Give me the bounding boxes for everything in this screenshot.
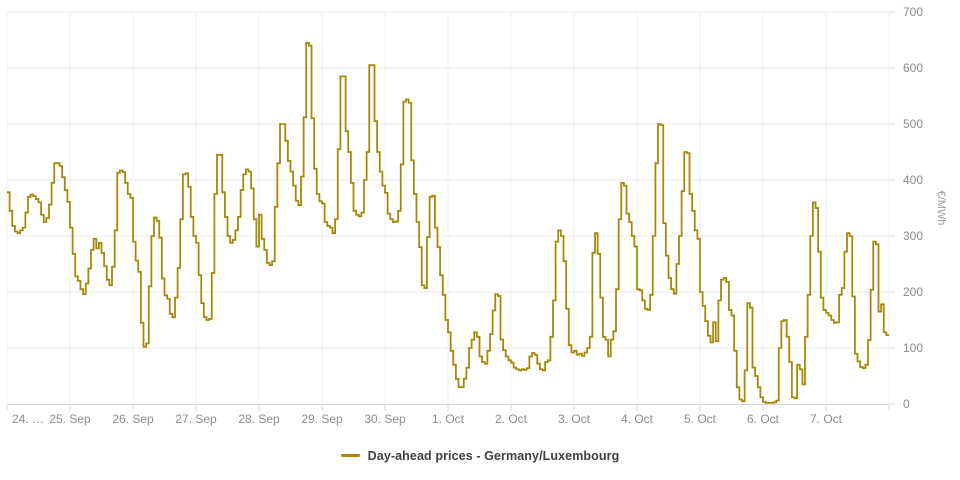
x-axis-label: 26. Sep: [112, 412, 154, 426]
x-axis-label: 30. Sep: [364, 412, 406, 426]
x-axis-label: 5. Oct: [684, 412, 717, 426]
legend-item-day-ahead-prices[interactable]: Day-ahead prices - Germany/Luxembourg: [340, 448, 620, 463]
x-axis-label: 7. Oct: [810, 412, 843, 426]
x-axis-label: 28. Sep: [238, 412, 280, 426]
x-axis-label: 29. Sep: [301, 412, 343, 426]
x-axis-label: 4. Oct: [621, 412, 654, 426]
y-axis-label: 700: [903, 5, 923, 19]
y-axis-label: 200: [903, 285, 923, 299]
y-axis-label: 500: [903, 117, 923, 131]
x-axis-label: 24. …: [12, 412, 44, 426]
x-axis-label: 27. Sep: [175, 412, 217, 426]
y-axis-label: 300: [903, 229, 923, 243]
y-axis-label: 600: [903, 61, 923, 75]
day-ahead-price-chart-canvas: 24. … 25. Sep 26. Sep 27. Sep 28. Sep 29. Sep…: [6, 5, 947, 426]
price-chart: 24. … 25. Sep 26. Sep 27. Sep 28. Sep 29. Sep…: [6, 5, 947, 426]
y-axis-label: 0: [903, 397, 910, 411]
legend-label: Day-ahead prices - Germany/Luxembourg: [367, 448, 620, 463]
y-axis-label: 400: [903, 173, 923, 187]
y-axis-title: €/MWh: [935, 191, 947, 226]
price-series-line: [7, 41, 889, 404]
x-axis-label: 6. Oct: [747, 412, 780, 426]
legend-line-marker-icon: [340, 454, 360, 457]
x-axis-label: 3. Oct: [558, 412, 591, 426]
y-axis-label: 100: [903, 341, 923, 355]
legend: Day-ahead prices - Germany/Luxembourg: [0, 444, 960, 463]
x-axis-label: 2. Oct: [495, 412, 528, 426]
x-axis-label: 25. Sep: [49, 412, 91, 426]
x-axis-label: 1. Oct: [432, 412, 465, 426]
